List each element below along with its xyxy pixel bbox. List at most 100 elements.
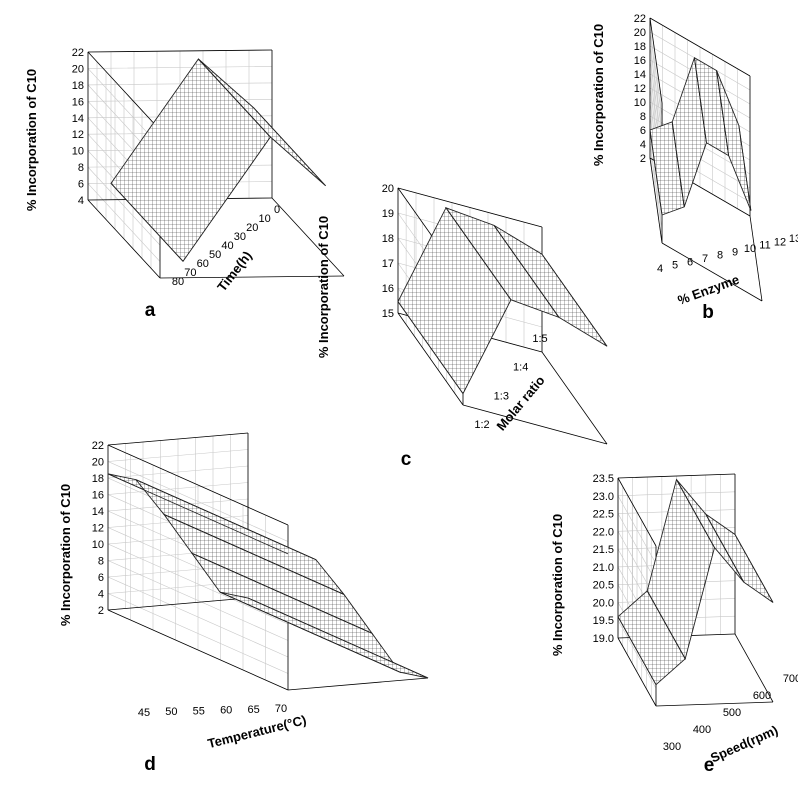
x-tick-label: 8	[717, 250, 723, 262]
z-tick-label: 16	[382, 283, 394, 295]
surface-point	[541, 254, 608, 347]
panel-e: 19.0 19.5 20.0 20.5 21.0 21.5 22.0 22.5 23.0 23.5…	[550, 473, 798, 776]
z-tick-label: 12	[634, 83, 646, 95]
x-tick-label: 1:2	[474, 419, 489, 431]
x-axis-title: Temperature(°C)	[206, 712, 308, 751]
z-tick-label: 4	[78, 195, 84, 207]
surface-point	[738, 125, 752, 211]
x-tick-label: 80	[172, 276, 184, 288]
z-tick-label: 20	[382, 183, 394, 195]
x-tick-label: 70	[275, 703, 287, 715]
surface-d	[107, 473, 429, 679]
z-tick-label: 4	[640, 139, 646, 151]
surface-point	[163, 514, 345, 595]
surface-b	[649, 56, 752, 216]
x-tick-label: 65	[247, 704, 259, 716]
z-tick-label: 21.5	[593, 544, 614, 556]
x-tick-label: 45	[138, 707, 150, 719]
z-tick-label: 19	[382, 208, 394, 220]
z-tick-label: 16	[92, 490, 104, 502]
z-tick-label: 21.0	[593, 562, 614, 574]
x-tick-label: 1:5	[532, 333, 547, 345]
x-axis-title: Molar ratio	[493, 373, 547, 434]
z-tick-label: 23.5	[593, 473, 614, 485]
x-tick-label: 12	[774, 236, 786, 248]
surface-point	[110, 183, 184, 262]
x-axis-title: Speed(rpm)	[708, 722, 780, 765]
z-tick-label: 16	[634, 55, 646, 67]
x-tick-label: 70	[184, 267, 196, 279]
x-tick-label: 0	[274, 204, 280, 216]
x-tick-label: 300	[663, 741, 681, 753]
x-tick-label: 60	[220, 705, 232, 717]
z-tick-label: 12	[72, 129, 84, 141]
x-tick-label: 10	[744, 243, 756, 255]
x-tick-label: 700	[783, 673, 798, 685]
surface-point	[617, 616, 657, 685]
z-tick-label: 8	[78, 162, 84, 174]
surface-point	[397, 301, 464, 394]
x-ticks-d: 45 50 55 60 65 70	[138, 703, 287, 719]
surface-point	[646, 590, 686, 659]
z-tick-label: 6	[78, 179, 84, 191]
x-tick-label: 55	[193, 705, 205, 717]
x-tick-label: 13	[789, 233, 798, 245]
z-tick-label: 10	[72, 146, 84, 158]
x-tick-label: 4	[657, 263, 663, 275]
z-tick-label: 6	[640, 125, 646, 137]
z-tick-label: 2	[98, 605, 104, 617]
z-tick-label: 20.5	[593, 580, 614, 592]
z-tick-label: 10	[92, 539, 104, 551]
x-tick-label: 600	[753, 690, 771, 702]
surface-point	[671, 121, 685, 207]
panel-letter: d	[144, 754, 156, 775]
axes-frame-c	[397, 187, 608, 445]
surface-point	[716, 70, 730, 156]
x-ticks-c: 1:2 1:3 1:4 1:5	[474, 333, 547, 431]
z-tick-label: 22	[634, 13, 646, 25]
surface-point	[198, 58, 271, 138]
z-tick-label: 22	[92, 440, 104, 452]
z-tick-label: 8	[98, 556, 104, 568]
z-tick-label: 4	[98, 589, 104, 601]
x-tick-label: 5	[672, 260, 678, 272]
z-tick-label: 10	[634, 97, 646, 109]
panel-c: 15 16 17 18 19 20 1:2 1:3 1:4 1:5 % Incorporation …	[316, 183, 608, 470]
surface-point	[445, 207, 512, 301]
surface-point	[107, 473, 289, 555]
z-ticks-c: 15 16 17 18 19 20	[382, 183, 394, 320]
z-ticks-a: 4 6 8 10 12 14 16 18 20 22	[72, 47, 84, 207]
z-ticks-d: 2 4 6 8 10 12 14 16 18 20 22	[92, 440, 104, 617]
z-axis-title: % Incorporation of C10	[58, 484, 73, 626]
panel-letter: b	[702, 302, 714, 323]
surface-point	[705, 513, 745, 583]
x-tick-label: 40	[221, 240, 233, 252]
x-tick-label: 7	[702, 253, 708, 265]
x-tick-label: 6	[687, 256, 693, 268]
x-tick-label: 11	[759, 240, 770, 252]
surface-point	[676, 479, 715, 548]
surface-point	[493, 225, 560, 318]
z-tick-label: 20.0	[593, 597, 614, 609]
panel-b: 24681012141618202245678910111213% Incorp…	[591, 13, 798, 323]
z-tick-label: 2	[640, 153, 646, 165]
x-tick-label: 500	[723, 707, 741, 719]
z-tick-label: 17	[382, 258, 394, 270]
z-axis-title: % Incorporation of C10	[550, 514, 565, 656]
x-tick-label: 50	[165, 706, 177, 718]
surface-point	[694, 57, 707, 143]
z-tick-label: 15	[382, 308, 394, 320]
z-tick-label: 6	[98, 572, 104, 584]
z-tick-label: 22.5	[593, 509, 614, 521]
surface-facet	[705, 513, 774, 603]
surface-point	[734, 534, 774, 603]
z-tick-label: 14	[634, 69, 646, 81]
surface-point	[247, 597, 429, 679]
panel-letter: c	[401, 449, 412, 470]
x-tick-label: 1:3	[494, 390, 509, 402]
surface-point	[135, 479, 317, 561]
